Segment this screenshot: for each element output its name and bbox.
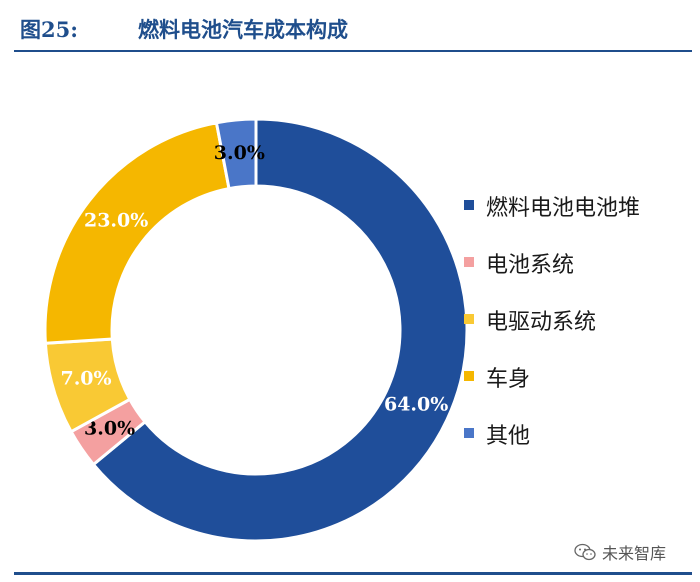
slice-3: [43, 120, 231, 345]
legend-label-3: 车身: [486, 367, 531, 392]
legend-label-2: 电驱动系统: [486, 310, 597, 335]
chart-legend: 燃料电池电池堆 电池系统电驱动系统车身其他: [464, 190, 640, 475]
legend-swatch-4: [464, 428, 474, 438]
legend-swatch-3: [464, 371, 474, 381]
slice-label-3: 23.0%: [84, 210, 148, 232]
figure-title: 燃料电池汽车成本构成: [138, 17, 348, 42]
slice-label-1: 3.0%: [84, 417, 135, 439]
legend-label-4: 其他: [486, 424, 531, 449]
legend-label-0: 燃料电池电池堆: [486, 196, 641, 221]
legend-swatch-0: [464, 200, 474, 210]
legend-item-1: 电池系统: [464, 247, 640, 304]
slice-4: [214, 117, 258, 191]
figure-header: 图25: 燃料电池汽车成本构成: [0, 0, 700, 52]
legend-label-1: 电池系统: [486, 253, 575, 278]
wechat-icon: [574, 543, 596, 561]
header-divider: [14, 50, 692, 52]
slice-label-0: 64.0%: [384, 393, 448, 415]
legend-item-2: 电驱动系统: [464, 304, 640, 361]
slice-0: [91, 117, 469, 543]
legend-item-4: 其他: [464, 418, 640, 475]
watermark-text: 未来智库: [602, 544, 667, 563]
legend-swatch-2: [464, 314, 474, 324]
figure-number: 图25:: [20, 17, 78, 42]
legend-swatch-1: [464, 257, 474, 267]
slice-label-4: 3.0%: [214, 142, 265, 164]
legend-item-0: 燃料电池电池堆: [464, 190, 640, 247]
footer-divider: [14, 572, 692, 575]
watermark: 未来智库: [574, 540, 666, 564]
legend-item-3: 车身: [464, 361, 640, 418]
slice-label-2: 7.0%: [60, 367, 111, 389]
